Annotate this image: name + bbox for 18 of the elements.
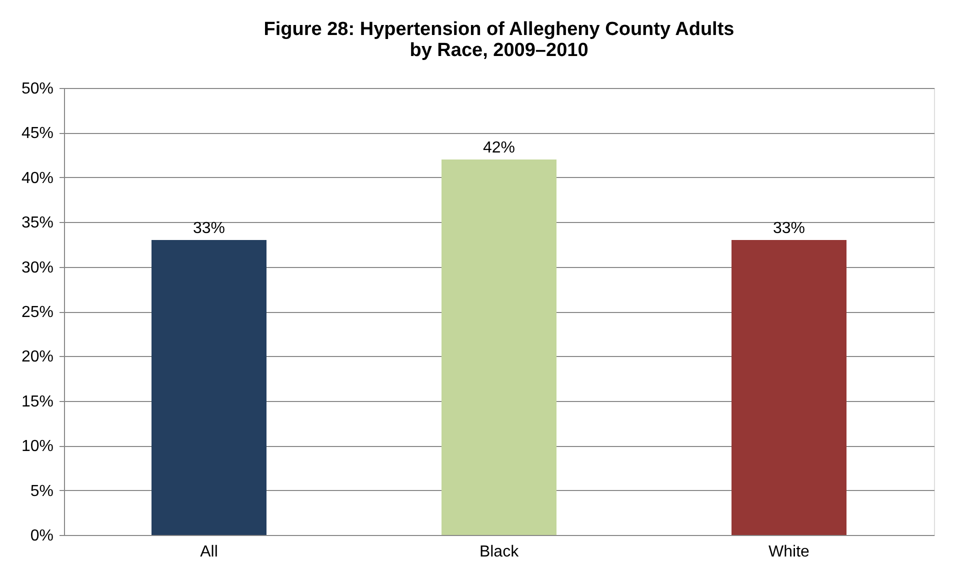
y-tick-label: 25% — [21, 304, 54, 321]
x-tick-label: White — [768, 544, 810, 560]
y-tick-label: 20% — [21, 348, 54, 366]
x-tick-label: All — [200, 544, 218, 560]
data-label: 33% — [192, 220, 226, 237]
y-tick-label: 50% — [21, 80, 54, 98]
chart-title: Figure 28: Hypertension of Allegheny County Adults by Race, 2009–2010 — [264, 19, 734, 61]
y-tick-label: 35% — [21, 214, 54, 232]
y-tick-label: 0% — [30, 528, 54, 544]
x-tick-label: Black — [479, 544, 520, 560]
data-label: 42% — [482, 140, 516, 157]
y-tick-label: 40% — [21, 170, 54, 187]
y-tick-label: 30% — [21, 259, 54, 276]
y-tick-label: 10% — [21, 438, 54, 456]
data-label: 33% — [772, 220, 806, 237]
y-tick-label: 45% — [21, 125, 54, 142]
y-tick-label: 15% — [21, 393, 54, 410]
y-tick-label: 5% — [30, 482, 54, 500]
